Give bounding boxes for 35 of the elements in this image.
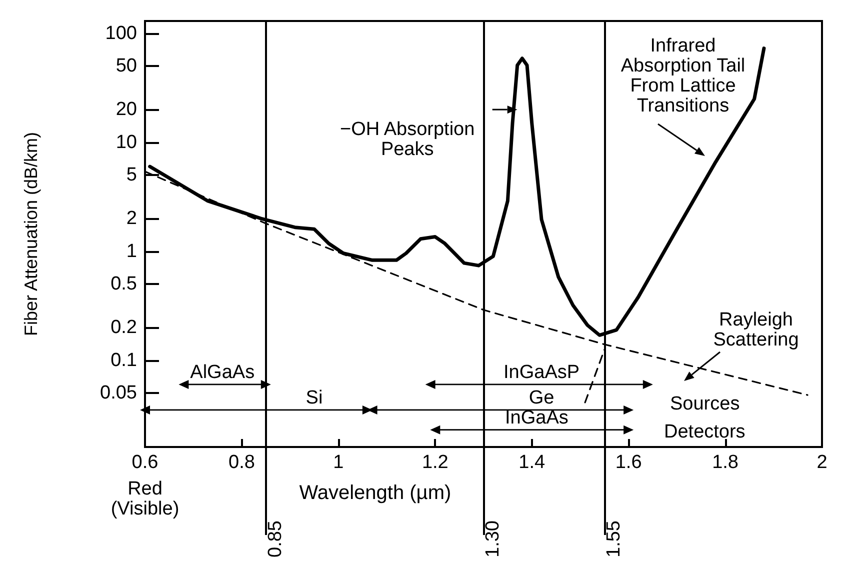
x-tick-label: 1.8	[712, 452, 738, 473]
annotation: Infrared Absorption Tail From Lattice Transitions	[620, 36, 746, 116]
annotation: Rayleigh Scattering	[713, 310, 799, 350]
y-tick-label: 1	[126, 240, 137, 262]
x-tick-label: 0.6	[132, 452, 158, 473]
annotation: −OH Absorption Peaks	[340, 119, 475, 160]
y-tick-label: 50	[116, 56, 137, 77]
y-tick-label: 2	[126, 208, 137, 230]
ref-line-label: 0.85	[264, 520, 286, 558]
annotation: InGaAs	[505, 407, 568, 428]
x-tick-label: 1.2	[422, 452, 448, 473]
y-tick-label: 10	[116, 132, 137, 153]
y-axis-title: Fiber Attenuation (dB/km)	[21, 132, 41, 336]
annotation: AlGaAs	[190, 362, 255, 383]
y-tick-label: 100	[105, 22, 137, 44]
ref-line-label: 1.55	[603, 520, 624, 558]
x-axis-title: Wavelength (µm)	[299, 482, 452, 504]
annotation: Detectors	[664, 422, 746, 442]
x-tick-label: 0.8	[228, 452, 255, 473]
x-tick-label: 1.6	[615, 452, 642, 473]
y-tick-label: 5	[126, 164, 137, 186]
y-tick-label: 0.1	[110, 350, 137, 371]
y-tick-label: 0.5	[110, 274, 137, 295]
y-tick-label: 0.2	[110, 316, 137, 338]
y-tick-label: 20	[116, 99, 137, 120]
x-tick-label: 1.4	[518, 452, 546, 473]
annotation: Sources	[670, 394, 740, 414]
text: Red (Visible)	[110, 478, 180, 520]
annotation: InGaAsP	[504, 362, 580, 383]
y-tick-label: 0.05	[100, 382, 137, 404]
x-tick-label: 1	[333, 452, 344, 473]
annotation: Ge	[528, 387, 554, 408]
ref-line-label: 1.30	[482, 520, 504, 558]
annotation: Si	[306, 387, 323, 408]
x-tick-label: 2	[816, 452, 828, 473]
